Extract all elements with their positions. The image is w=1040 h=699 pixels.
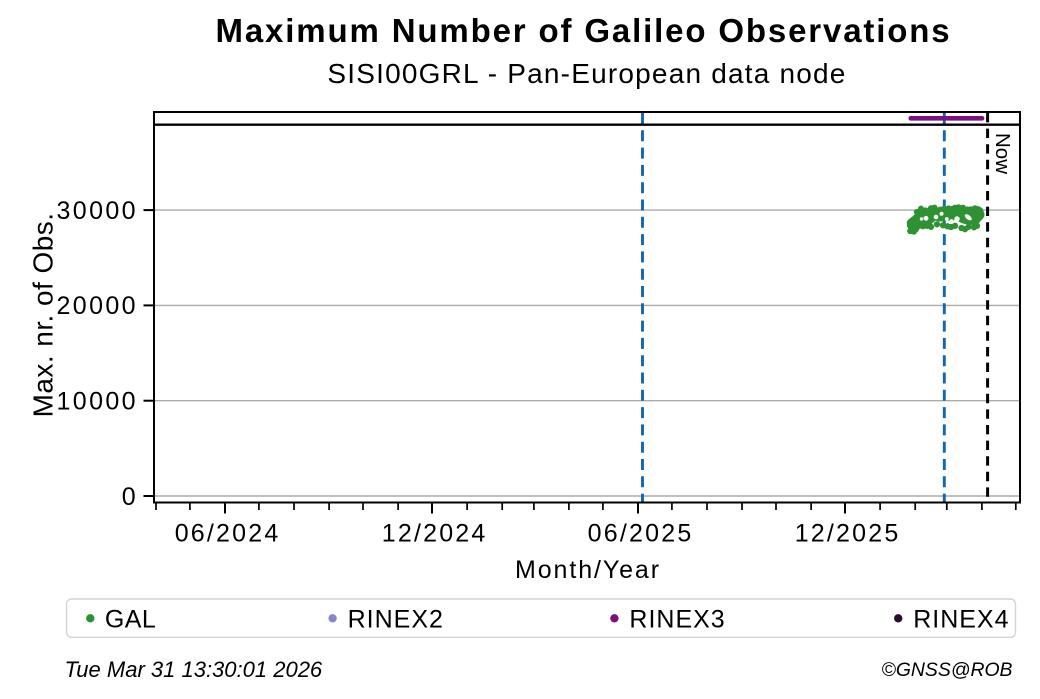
svg-text:20000: 20000	[56, 292, 138, 320]
svg-text:12/2024: 12/2024	[382, 520, 488, 548]
svg-text:0: 0	[122, 483, 138, 511]
svg-text:10000: 10000	[56, 388, 138, 416]
svg-text:30000: 30000	[56, 197, 138, 225]
svg-text:RINEX3: RINEX3	[629, 605, 725, 633]
svg-text:GAL: GAL	[105, 605, 156, 633]
svg-text:©GNSS@ROB: ©GNSS@ROB	[882, 659, 1013, 681]
svg-text:Now: Now	[991, 133, 1014, 174]
svg-text:12/2025: 12/2025	[795, 520, 901, 548]
svg-text:Maximum Number of Galileo Obse: Maximum Number of Galileo Observations	[216, 12, 952, 49]
svg-text:Tue Mar 31 13:30:01 2026: Tue Mar 31 13:30:01 2026	[65, 657, 323, 682]
svg-text:SISI00GRL - Pan-European data: SISI00GRL - Pan-European data node	[327, 58, 846, 89]
svg-text:06/2024: 06/2024	[175, 520, 281, 548]
svg-text:Max. nr. of Obs.: Max. nr. of Obs.	[28, 213, 59, 418]
svg-text:06/2025: 06/2025	[588, 520, 694, 548]
svg-text:RINEX4: RINEX4	[913, 605, 1009, 633]
svg-text:RINEX2: RINEX2	[348, 605, 444, 633]
svg-text:Month/Year: Month/Year	[515, 556, 661, 584]
